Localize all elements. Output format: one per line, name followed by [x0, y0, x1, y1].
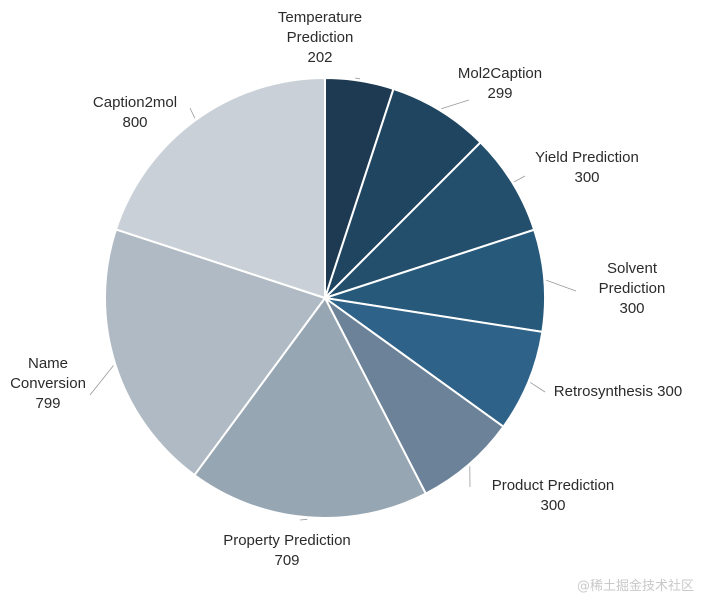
pie-slice-name-conversion: [104, 228, 327, 477]
leader-line: [189, 107, 196, 119]
slice-label: Mol2Caption 299: [458, 65, 542, 102]
watermark: @稀土掘金技术社区: [576, 579, 694, 594]
slice-label: Retrosynthesis 300: [554, 383, 682, 400]
pie-slice-product-prediction: [324, 297, 505, 495]
leader-line: [89, 365, 114, 396]
slice-labels: Temperature Prediction 202 Mol2Caption 299 Yi…: [10, 9, 682, 569]
pie-slice-caption2mol: [114, 76, 326, 300]
slice-label: Name Conversion 799: [10, 355, 86, 412]
pie-slice-retrosynthesis: [324, 297, 544, 429]
leader-lines: [89, 77, 577, 521]
slice-label: Temperature Prediction 202: [278, 9, 362, 66]
slice-label: Property Prediction 709: [223, 532, 351, 569]
slice-label: Solvent Prediction 300: [599, 260, 666, 317]
pie-slices: [104, 76, 547, 519]
pie-slice-yield-prediction: [324, 140, 536, 299]
slice-label: Product Prediction 300: [492, 477, 615, 514]
leader-line: [514, 175, 526, 183]
leader-line: [299, 518, 308, 521]
leader-line: [530, 382, 546, 393]
leader-line: [354, 77, 361, 80]
pie-slice-mol2caption: [324, 87, 482, 299]
pie-slice-property-prediction: [193, 296, 428, 519]
slice-label: Yield Prediction 300: [535, 149, 639, 186]
slice-label: Caption2mol 800: [93, 94, 177, 131]
leader-line: [546, 279, 577, 292]
leader-line: [441, 99, 470, 110]
